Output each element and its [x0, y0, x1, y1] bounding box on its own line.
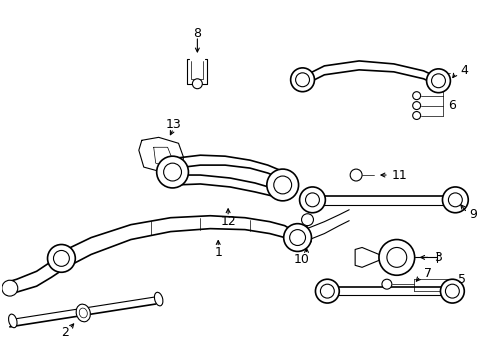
Ellipse shape [79, 308, 87, 318]
Circle shape [447, 193, 461, 207]
Circle shape [349, 169, 361, 181]
Circle shape [412, 102, 420, 109]
Circle shape [378, 239, 414, 275]
Circle shape [301, 214, 313, 226]
Text: 4: 4 [459, 64, 467, 77]
Circle shape [412, 112, 420, 120]
Circle shape [283, 224, 311, 251]
Circle shape [2, 280, 18, 296]
Ellipse shape [9, 314, 17, 328]
Circle shape [305, 193, 319, 207]
Circle shape [163, 163, 181, 181]
Text: 10: 10 [293, 253, 309, 266]
Text: 13: 13 [165, 118, 181, 131]
Text: 1: 1 [214, 246, 222, 259]
Text: 3: 3 [434, 251, 442, 264]
Circle shape [192, 79, 202, 89]
Circle shape [445, 284, 458, 298]
Text: 8: 8 [193, 27, 201, 40]
Text: 2: 2 [61, 326, 69, 339]
Ellipse shape [154, 292, 163, 306]
Circle shape [315, 279, 339, 303]
Circle shape [412, 92, 420, 100]
Circle shape [290, 68, 314, 92]
Circle shape [426, 69, 449, 93]
Circle shape [440, 279, 463, 303]
Circle shape [442, 187, 468, 213]
Circle shape [320, 284, 334, 298]
Circle shape [299, 187, 325, 213]
Circle shape [295, 73, 309, 87]
Text: 5: 5 [457, 273, 466, 286]
Circle shape [386, 247, 406, 267]
Text: 12: 12 [220, 215, 236, 228]
Circle shape [47, 244, 75, 272]
Circle shape [53, 251, 69, 266]
Text: 11: 11 [391, 168, 407, 181]
Circle shape [273, 176, 291, 194]
Circle shape [431, 74, 445, 88]
Text: 9: 9 [468, 208, 476, 221]
Circle shape [156, 156, 188, 188]
Text: 7: 7 [423, 267, 431, 280]
Circle shape [289, 230, 305, 246]
Ellipse shape [76, 304, 90, 322]
Text: 6: 6 [447, 99, 455, 112]
Circle shape [381, 279, 391, 289]
Circle shape [266, 169, 298, 201]
